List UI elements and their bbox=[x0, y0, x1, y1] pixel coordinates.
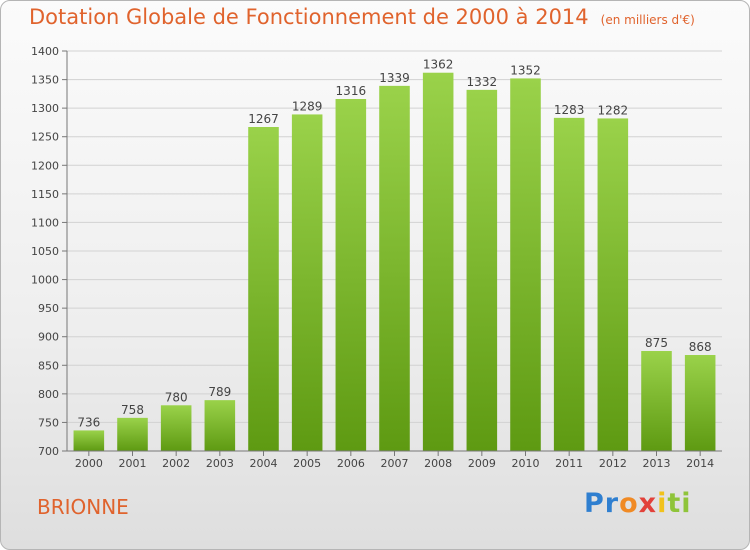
y-tick-label: 800 bbox=[38, 388, 59, 401]
logo-part: i bbox=[657, 488, 668, 519]
bar-value-label: 1267 bbox=[248, 112, 279, 126]
bars: 736 758 780 789 1267 1289 1316 1339 1362 1332 1352… bbox=[73, 58, 716, 451]
y-tick-label: 1050 bbox=[31, 245, 59, 258]
y-tick-label: 1000 bbox=[31, 274, 59, 287]
y-tick-label: 1100 bbox=[31, 216, 59, 229]
bar-value-label: 875 bbox=[645, 336, 668, 350]
x-tick-label: 2000 bbox=[75, 457, 103, 470]
bar bbox=[641, 351, 672, 451]
bar bbox=[117, 417, 148, 451]
x-tick-label: 2007 bbox=[381, 457, 409, 470]
proxiti-logo[interactable]: Proxiti bbox=[584, 488, 692, 519]
y-tick-label: 1250 bbox=[31, 131, 59, 144]
bar bbox=[160, 405, 192, 451]
bar bbox=[73, 430, 105, 451]
bar-value-label: 1289 bbox=[292, 99, 323, 113]
x-tick-label: 2002 bbox=[162, 457, 190, 470]
bar-value-label: 758 bbox=[121, 403, 144, 417]
bar-value-label: 868 bbox=[689, 340, 712, 354]
bar-value-label: 789 bbox=[208, 385, 231, 399]
bar-value-label: 736 bbox=[77, 415, 100, 429]
y-tick-label: 850 bbox=[38, 359, 59, 372]
bar bbox=[379, 85, 410, 451]
bar bbox=[466, 89, 498, 451]
x-tick-label: 2013 bbox=[643, 457, 671, 470]
logo-part: o bbox=[619, 488, 639, 519]
y-tick-label: 700 bbox=[38, 445, 59, 458]
bar bbox=[553, 117, 585, 451]
y-tick-label: 1150 bbox=[31, 188, 59, 201]
y-tick-label: 1350 bbox=[31, 74, 59, 87]
y-tick-label: 950 bbox=[38, 302, 59, 315]
axes: 700 750 800 850 900 950 1000 1050 1100 1150 1200 12… bbox=[31, 45, 722, 470]
x-tick-label: 2001 bbox=[119, 457, 147, 470]
bar bbox=[422, 72, 454, 451]
bar-value-label: 1352 bbox=[510, 63, 541, 77]
bar bbox=[597, 118, 629, 451]
bar bbox=[204, 400, 236, 451]
y-tick-label: 900 bbox=[38, 331, 59, 344]
x-tick-label: 2004 bbox=[250, 457, 278, 470]
x-tick-label: 2009 bbox=[468, 457, 496, 470]
bar-value-label: 1362 bbox=[423, 58, 454, 72]
bar-value-label: 1283 bbox=[554, 103, 585, 117]
y-tick-label: 1200 bbox=[31, 159, 59, 172]
logo-part: Pr bbox=[584, 488, 620, 519]
bar bbox=[510, 78, 541, 451]
y-tick-label: 750 bbox=[38, 416, 59, 429]
town-name: BRIONNE bbox=[37, 495, 129, 519]
x-tick-label: 2012 bbox=[599, 457, 627, 470]
bar bbox=[335, 99, 367, 451]
x-tick-label: 2008 bbox=[424, 457, 452, 470]
chart-title-text: Dotation Globale de Fonctionnement de 20… bbox=[29, 5, 589, 29]
x-tick-label: 2014 bbox=[686, 457, 714, 470]
bar-value-label: 1332 bbox=[467, 75, 498, 89]
y-tick-label: 1400 bbox=[31, 45, 59, 58]
x-tick-label: 2011 bbox=[555, 457, 583, 470]
bar-value-label: 1339 bbox=[379, 71, 410, 85]
x-tick-label: 2010 bbox=[512, 457, 540, 470]
x-tick-label: 2003 bbox=[206, 457, 234, 470]
chart-unit: (en milliers d'€) bbox=[600, 13, 695, 27]
logo-part: x bbox=[638, 488, 658, 519]
logo-part: ti bbox=[667, 488, 692, 519]
bar bbox=[248, 127, 279, 451]
x-tick-label: 2006 bbox=[337, 457, 365, 470]
bar-value-label: 1282 bbox=[598, 103, 629, 117]
chart-title: Dotation Globale de Fonctionnement de 20… bbox=[29, 5, 695, 29]
y-tick-label: 1300 bbox=[31, 102, 59, 115]
bar bbox=[291, 114, 323, 451]
bar bbox=[684, 355, 716, 451]
x-tick-label: 2005 bbox=[293, 457, 321, 470]
bar-value-label: 780 bbox=[165, 390, 188, 404]
bar-value-label: 1316 bbox=[336, 84, 367, 98]
